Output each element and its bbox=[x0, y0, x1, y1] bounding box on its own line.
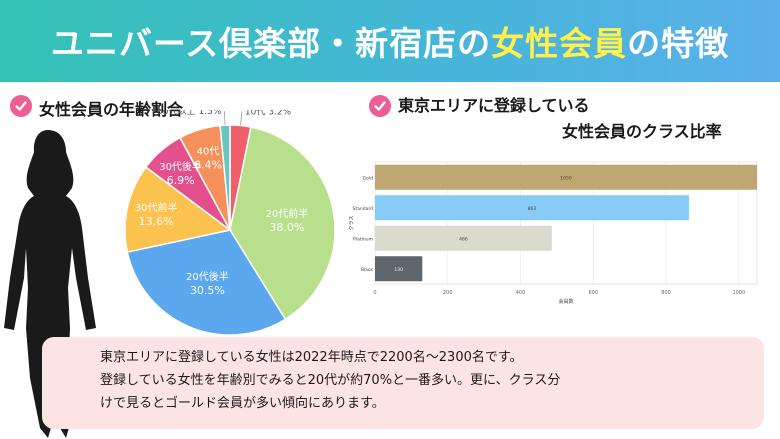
pie-label: 50代以上 1.5% bbox=[157, 110, 222, 117]
x-tick-label: 1000 bbox=[732, 290, 745, 296]
title-banner: ユニバース倶楽部・新宿店の女性会員の特徴 bbox=[0, 0, 780, 82]
pie-value-label: 6.9% bbox=[167, 174, 195, 187]
pie-slice bbox=[126, 229, 287, 336]
category-label: Standard bbox=[353, 206, 374, 212]
check-icon bbox=[369, 95, 391, 117]
bar bbox=[375, 164, 757, 190]
title-text: ユニバース倶楽部・新宿店の bbox=[50, 24, 492, 63]
category-label: Gold bbox=[363, 175, 373, 181]
category-label: Platinum bbox=[353, 236, 373, 242]
pie-label: 10代 3.2% bbox=[245, 110, 292, 118]
bar bbox=[375, 225, 552, 251]
bar-value-label: 486 bbox=[459, 236, 468, 242]
bar-value-label: 863 bbox=[528, 206, 537, 212]
pie-value-label: 13.6% bbox=[139, 215, 174, 228]
pie-leader-line bbox=[240, 111, 243, 126]
page-title: ユニバース倶楽部・新宿店の女性会員の特徴 bbox=[51, 17, 729, 65]
pie-value-label: 6.4% bbox=[194, 159, 222, 172]
summary-line: 登録している女性を年齢別でみると20代が約70%と一番多い。更に、クラス分 bbox=[100, 373, 561, 388]
class-bar-chart: 0 200 400 600 800 1000 Gold 1050 Standard 863 Plat… bbox=[349, 161, 758, 305]
summary-line: けで見るとゴールド会員が多い傾向にあります。 bbox=[100, 396, 385, 411]
x-axis-label: 会員数 bbox=[558, 298, 573, 305]
pie-label: 20代前半 bbox=[265, 207, 308, 220]
pie-value-label: 30.5% bbox=[190, 284, 225, 297]
pie-leader-line bbox=[224, 111, 226, 126]
pie-slice bbox=[124, 166, 232, 253]
bar-heading-line2: 女性会員のクラス比率 bbox=[562, 122, 722, 141]
pie-label: 40代 bbox=[197, 146, 220, 158]
bar-value-label: 1050 bbox=[560, 175, 572, 181]
pie-label: 30代前半 bbox=[135, 201, 178, 214]
pie-value-label: 38.0% bbox=[269, 221, 304, 234]
x-tick-label: 0 bbox=[373, 290, 376, 296]
category-label: Black bbox=[361, 267, 374, 273]
x-tick-label: 800 bbox=[661, 290, 671, 296]
y-axis-label: クラス bbox=[349, 216, 355, 231]
pie-label: 30代後半 bbox=[159, 160, 202, 173]
summary-line: 東京エリアに登録している女性は2022年時点で2200名〜2300名です。 bbox=[100, 350, 523, 365]
bar-value-label: 130 bbox=[394, 267, 403, 273]
bar bbox=[375, 256, 423, 282]
check-icon bbox=[10, 95, 32, 117]
pie-label: 20代後半 bbox=[186, 270, 229, 283]
title-text-end: の特徴 bbox=[627, 24, 730, 63]
pie-heading: 女性会員の年齢割合 bbox=[39, 100, 184, 119]
bar-heading-line1: 東京エリアに登録している bbox=[398, 96, 590, 115]
x-tick-label: 600 bbox=[589, 290, 599, 296]
summary-box: 東京エリアに登録している女性は2022年時点で2200名〜2300名です。 登録… bbox=[42, 337, 764, 429]
woman-silhouette bbox=[4, 130, 96, 438]
bar bbox=[375, 195, 689, 221]
x-tick-label: 200 bbox=[443, 290, 453, 296]
title-highlight: 女性会員 bbox=[491, 24, 628, 63]
x-tick-label: 400 bbox=[516, 290, 526, 296]
